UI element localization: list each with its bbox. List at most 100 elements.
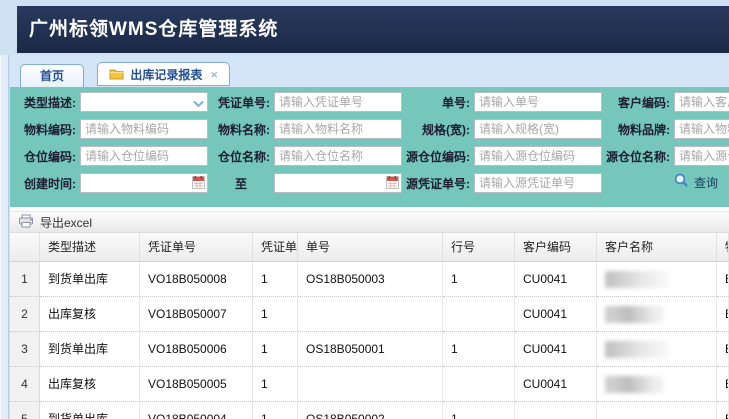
cell-voucher-line: 1 (253, 402, 298, 419)
tab-outbound-report[interactable]: 出库记录报表 × (97, 62, 230, 86)
export-excel-button[interactable]: 导出excel (18, 214, 92, 231)
app-title: 广州标领WMS仓库管理系统 (29, 19, 279, 40)
material-code-input[interactable] (80, 119, 208, 139)
src-bin-name-input[interactable] (674, 146, 729, 166)
filter-row-2: 物料编码: 物料名称: 规格(宽): 物料品牌: (18, 119, 729, 139)
tab-home-label: 首页 (40, 69, 65, 83)
calendar-icon[interactable] (386, 176, 399, 192)
left-splitter-strip[interactable] (0, 55, 9, 419)
tab-bar: 首页 出库记录报表 × (10, 55, 729, 88)
calendar-icon[interactable] (192, 176, 205, 192)
created-to-input[interactable] (274, 173, 402, 193)
table-row[interactable]: 4 出库复核 VO18B050005 1 CU0041 B (10, 367, 729, 402)
table-header-row: 类型描述 凭证单号 凭证单行号 单号 行号 客户编码 客户名称 物 (10, 233, 729, 262)
cell-voucher-line: 1 (253, 367, 298, 402)
row-number: 3 (10, 332, 40, 367)
table-row[interactable]: 5 到货单出库 VO18B050004 1 OS18B050002 1 B (10, 402, 729, 419)
src-voucher-label: 源凭证单号: (406, 176, 470, 191)
report-table: 类型描述 凭证单号 凭证单行号 单号 行号 客户编码 客户名称 物 1 到货单出… (10, 233, 729, 419)
type-desc-select-input[interactable] (80, 92, 208, 112)
material-code-label: 物料编码: (24, 122, 76, 137)
row-number: 2 (10, 297, 40, 332)
col-voucher-no[interactable]: 凭证单号 (140, 233, 253, 262)
table-row[interactable]: 1 到货单出库 VO18B050008 1 OS18B050003 1 CU00… (10, 262, 729, 297)
cell-line: 1 (443, 262, 515, 297)
cell-line (443, 367, 515, 402)
created-to-datepicker[interactable] (274, 173, 402, 193)
material-name-input[interactable] (274, 119, 402, 139)
cell-partial: B (717, 367, 729, 402)
cell-line: 1 (443, 332, 515, 367)
spec-width-label: 规格(宽): (422, 122, 470, 137)
cell-type: 出库复核 (40, 297, 140, 332)
cell-order: OS18B050001 (298, 332, 443, 367)
cell-partial: B (717, 332, 729, 367)
cell-voucher: VO18B050004 (140, 402, 253, 419)
created-time-label: 创建时间: (24, 176, 76, 191)
col-line-no[interactable]: 行号 (443, 233, 515, 262)
search-button[interactable]: 查询 (674, 173, 718, 191)
bin-code-label: 仓位编码: (24, 149, 76, 164)
material-brand-input[interactable] (674, 119, 729, 139)
created-from-input[interactable] (80, 173, 208, 193)
order-input[interactable] (474, 92, 602, 112)
cell-line (443, 297, 515, 332)
cell-type: 到货单出库 (40, 262, 140, 297)
filter-row-1: 类型描述: 凭证单号: 单号: 客户编码: (18, 92, 729, 112)
col-next-partial[interactable]: 物 (717, 233, 729, 262)
col-voucher-line[interactable]: 凭证单行号 (253, 233, 298, 262)
cell-partial: B (717, 297, 729, 332)
spec-width-input[interactable] (474, 119, 602, 139)
type-desc-select[interactable] (80, 92, 208, 112)
redacted-text-blur (605, 306, 663, 323)
table-row[interactable]: 3 到货单出库 VO18B050006 1 OS18B050001 1 CU00… (10, 332, 729, 367)
filter-row-3: 仓位编码: 仓位名称: 源仓位编码: 源仓位名称: (18, 146, 729, 166)
app-header: 广州标领WMS仓库管理系统 (17, 6, 729, 53)
filter-panel: 类型描述: 凭证单号: 单号: 客户编码: 物料编码: 物料名称: 规格(宽):… (10, 87, 729, 207)
bin-name-input[interactable] (274, 146, 402, 166)
src-bin-code-input[interactable] (474, 146, 602, 166)
tab-home[interactable]: 首页 (20, 63, 85, 88)
cell-voucher: VO18B050005 (140, 367, 253, 402)
cell-type: 到货单出库 (40, 332, 140, 367)
cell-customer-code (515, 402, 597, 419)
cell-partial: B (717, 262, 729, 297)
col-order-no[interactable]: 单号 (298, 233, 443, 262)
cell-order: OS18B050003 (298, 262, 443, 297)
search-icon (674, 173, 689, 191)
voucher-input[interactable] (274, 92, 402, 112)
search-button-label: 查询 (694, 175, 719, 190)
voucher-label: 凭证单号: (218, 95, 270, 110)
printer-icon (18, 214, 34, 231)
material-name-label: 物料名称: (218, 122, 270, 137)
cell-customer-code: CU0041 (515, 297, 597, 332)
bin-name-label: 仓位名称: (218, 149, 270, 164)
cell-voucher: VO18B050007 (140, 297, 253, 332)
close-icon[interactable]: × (210, 66, 218, 82)
src-voucher-input[interactable] (474, 173, 602, 193)
folder-icon (109, 68, 124, 80)
filter-row-4: 创建时间: 至 源凭证单号: (18, 173, 729, 193)
chevron-down-icon[interactable] (193, 97, 204, 111)
created-from-datepicker[interactable] (80, 173, 208, 193)
cell-partial: B (717, 402, 729, 419)
cell-voucher: VO18B050006 (140, 332, 253, 367)
cell-type: 到货单出库 (40, 402, 140, 419)
customer-code-input[interactable] (674, 92, 729, 112)
col-customer-code[interactable]: 客户编码 (515, 233, 597, 262)
col-customer-name[interactable]: 客户名称 (597, 233, 717, 262)
export-excel-label: 导出excel (40, 215, 93, 230)
redacted-text-blur (605, 271, 669, 288)
table-row[interactable]: 2 出库复核 VO18B050007 1 CU0041 B (10, 297, 729, 332)
col-type-desc[interactable]: 类型描述 (40, 233, 140, 262)
cell-voucher-line: 1 (253, 297, 298, 332)
order-label: 单号: (442, 95, 470, 110)
row-number-header (10, 233, 40, 262)
src-bin-code-label: 源仓位编码: (406, 149, 470, 164)
material-brand-label: 物料品牌: (618, 122, 670, 137)
redacted-text-blur (605, 341, 669, 358)
row-number: 4 (10, 367, 40, 402)
bin-code-input[interactable] (80, 146, 208, 166)
customer-code-label: 客户编码: (618, 95, 670, 110)
cell-voucher: VO18B050008 (140, 262, 253, 297)
